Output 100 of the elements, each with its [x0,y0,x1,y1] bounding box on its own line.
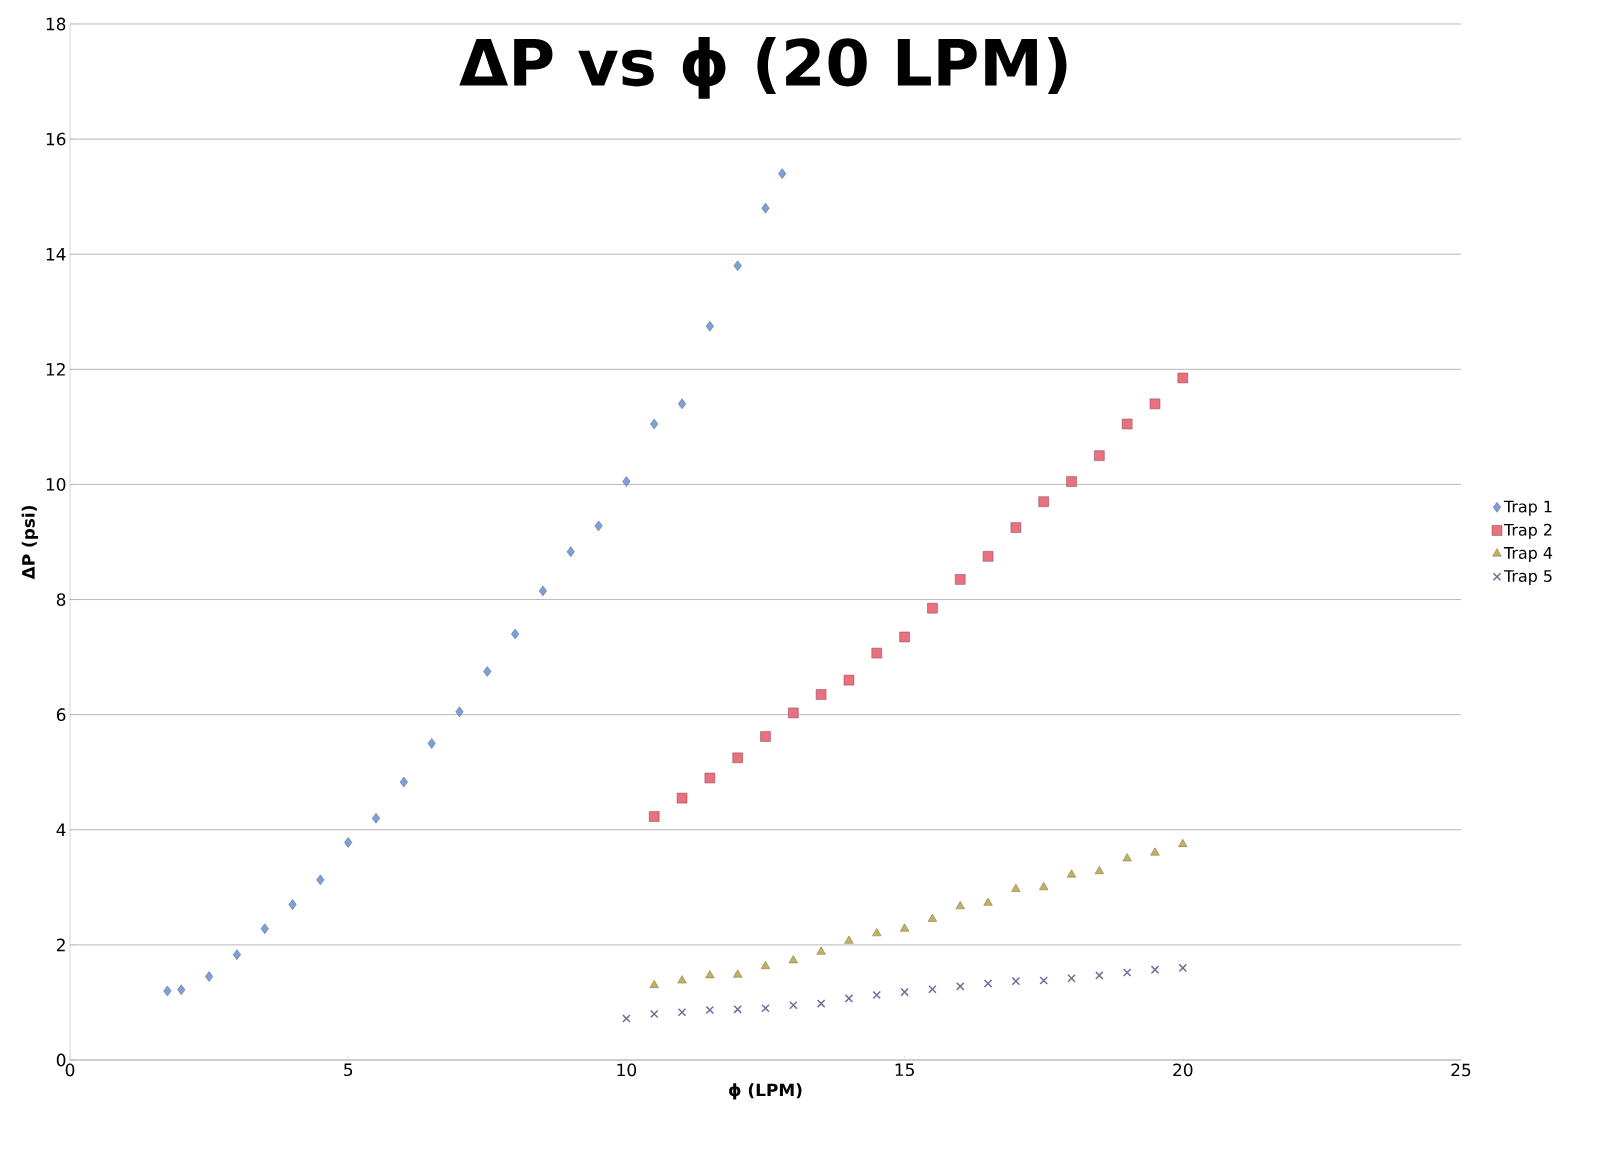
point [455,706,464,718]
x-axis-title: ϕ (LPM) [729,1083,802,1100]
point [205,971,214,982]
point [566,546,575,558]
point [427,738,436,749]
point [983,897,993,906]
point [538,585,547,597]
point [1177,372,1189,384]
point [260,923,269,934]
point [788,955,798,964]
point [928,984,937,994]
point [1095,971,1104,980]
point [844,935,854,944]
point [927,602,938,614]
point [1094,450,1105,461]
point [955,574,966,585]
point [705,970,715,979]
x-tick-label: 25 [1451,1063,1471,1077]
point [761,202,770,214]
point [927,913,937,922]
point [622,1014,631,1023]
point [483,666,492,677]
point [1150,965,1160,974]
x-tick-label: 0 [65,1063,75,1077]
y-tick-label: 0 [56,1053,66,1067]
point [1011,976,1021,986]
point [1150,847,1160,856]
point [344,837,353,848]
y-tick-label: 10 [46,478,66,491]
point [760,731,771,742]
point [1122,968,1132,977]
point [372,813,381,824]
point [1039,976,1048,985]
y-tick-label: 4 [56,823,66,836]
y-axis-title: ΔP (psi) [21,505,39,580]
point [816,999,826,1008]
point [316,874,325,886]
legend-label: Trap 2 [1503,523,1552,539]
point [678,398,687,410]
point [871,647,883,659]
point [650,418,659,430]
point [843,674,855,686]
point [677,1007,687,1017]
legend-label: Trap 5 [1503,570,1552,586]
y-tick-label: 12 [46,363,65,376]
point [1094,865,1104,874]
point [1066,869,1077,878]
point [760,960,771,969]
point [511,628,520,640]
point [288,899,297,910]
point [872,928,882,937]
legend-label: Trap 1 [1503,500,1552,516]
point [622,476,631,487]
point [733,969,743,978]
point [1066,476,1077,487]
point [1178,963,1188,973]
x-tick-label: 15 [895,1063,914,1077]
y-tick-label: 16 [46,132,66,146]
point [732,752,743,764]
point [778,168,787,179]
point [1149,398,1161,410]
point [704,772,716,784]
point [982,551,994,562]
x-tick-label: 5 [344,1063,353,1077]
point [899,631,910,643]
point [900,987,909,997]
point [815,689,827,700]
chart-title: ΔP vs ϕ (20 LPM) [459,37,1067,99]
point [1178,838,1188,847]
point [649,979,659,988]
y-tick-label: 14 [46,248,66,261]
x-tick-label: 10 [617,1063,637,1077]
point [844,994,854,1003]
point [232,949,241,960]
legend-label: Trap 4 [1503,547,1553,563]
point [648,811,660,822]
point [1038,496,1049,507]
point [816,946,826,955]
point [1010,522,1022,533]
point [399,776,408,788]
point [733,260,742,271]
point [163,985,172,997]
point [1122,853,1132,862]
point [676,792,688,804]
point [1121,418,1133,430]
y-tick-label: 2 [56,938,65,952]
y-tick-label: 6 [56,708,66,722]
point [872,990,882,1000]
y-tick-label: 8 [56,593,66,606]
point [1067,974,1076,983]
point [677,975,687,984]
point [955,982,965,991]
point [649,1009,659,1019]
y-tick-label: 18 [46,17,66,31]
point [733,1005,742,1014]
point [900,923,910,932]
point [955,901,965,910]
point [1039,882,1049,891]
point [761,1003,770,1013]
point [1011,883,1021,892]
